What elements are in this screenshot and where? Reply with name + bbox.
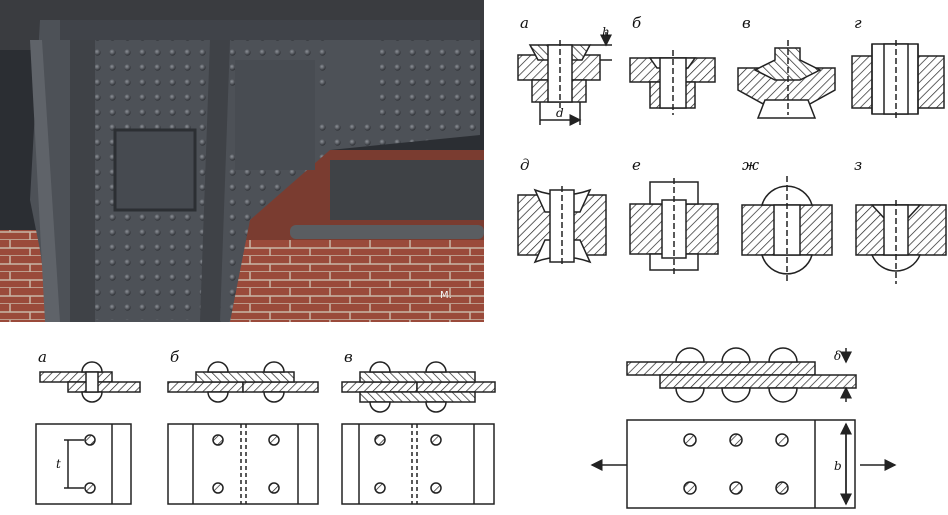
label-a: а bbox=[520, 14, 529, 32]
dim-t-label: t bbox=[56, 457, 61, 471]
lap-joint-v-section bbox=[341, 361, 496, 413]
lap-joint-v-plan bbox=[341, 423, 495, 505]
label-z: з bbox=[854, 156, 862, 174]
lap-label-b: б bbox=[170, 348, 180, 366]
label-v: в bbox=[742, 14, 751, 32]
label-d: д bbox=[520, 156, 530, 174]
rivet-type-v-section bbox=[737, 40, 836, 119]
label-e: е bbox=[632, 156, 641, 174]
rivet-type-a-section bbox=[517, 32, 612, 126]
lap-joint-a-plan bbox=[35, 423, 132, 505]
rivet-type-e-section bbox=[629, 178, 719, 274]
tension-joint-plan bbox=[590, 419, 897, 509]
dim-d-label: d bbox=[556, 106, 564, 120]
label-zh: ж bbox=[742, 156, 759, 174]
lap-joint-b-plan bbox=[167, 423, 319, 505]
riveted-girder-photo: M. bbox=[0, 0, 484, 322]
dim-h-label: h bbox=[602, 25, 610, 39]
dim-delta-label: δ bbox=[834, 349, 841, 363]
rivet-type-b-section bbox=[629, 50, 716, 115]
label-g: г bbox=[854, 14, 862, 32]
rivet-type-d-section bbox=[517, 186, 607, 266]
label-b: б bbox=[632, 14, 642, 32]
lap-joint-b-section bbox=[167, 361, 319, 403]
lap-joint-a-section bbox=[39, 361, 141, 403]
rivet-type-zh-section bbox=[741, 176, 833, 284]
lap-label-a: а bbox=[38, 348, 47, 366]
dim-b-label: b bbox=[834, 459, 842, 473]
rivet-type-z-section bbox=[855, 200, 947, 284]
photo-watermark: M. bbox=[440, 290, 452, 301]
rivet-type-g-section bbox=[851, 40, 945, 118]
lap-label-v: в bbox=[344, 348, 353, 366]
tension-joint-section bbox=[626, 347, 857, 403]
